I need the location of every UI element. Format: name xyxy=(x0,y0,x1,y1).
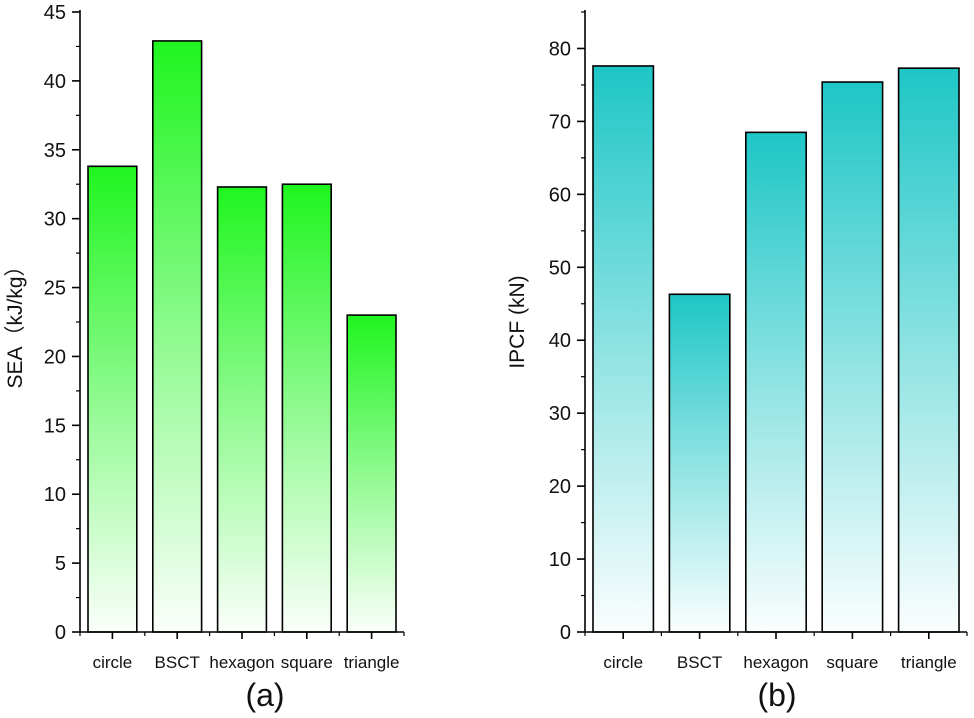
y-tick-label: 10 xyxy=(44,484,66,506)
panel-a: 0 5 10 15 20 25 30 35 40 45 circle BSCT hexagon squar… xyxy=(4,2,405,713)
bar-triangle xyxy=(346,314,397,633)
panel-label: (b) xyxy=(757,677,796,713)
y-tick-label: 35 xyxy=(44,140,66,162)
bar-hexagon xyxy=(216,186,268,633)
bar-square xyxy=(281,183,332,633)
y-tick-label: 30 xyxy=(44,209,66,231)
y-tick-label: 20 xyxy=(44,346,66,368)
y-tick-label: 0 xyxy=(55,622,66,644)
y-tick-label: 25 xyxy=(44,278,66,300)
y-tick-label: 0 xyxy=(560,622,571,644)
bar-hexagon xyxy=(744,131,807,633)
y-tick-label: 80 xyxy=(549,38,571,60)
bar-circle xyxy=(592,65,655,633)
y-axis-title: IPCF (kN) xyxy=(506,275,529,368)
bar-square xyxy=(821,81,884,633)
x-tick-label-square: square xyxy=(281,653,333,672)
y-tick-label: 40 xyxy=(549,330,571,352)
y-tick-label: 30 xyxy=(549,403,571,425)
bar-circle xyxy=(87,165,138,633)
y-tick-label: 45 xyxy=(44,2,66,24)
y-tick-label: 15 xyxy=(44,415,66,437)
panel-b: 0 10 20 30 40 50 60 70 80 circle BSCT hexagon square… xyxy=(506,10,968,713)
y-tick-label: 5 xyxy=(55,553,66,575)
bar-bsct xyxy=(668,293,731,633)
x-tick-label-triangle: triangle xyxy=(344,653,400,672)
x-tick-label-circle: circle xyxy=(93,653,133,672)
y-axis-title: SEA（kJ/kg） xyxy=(4,255,27,388)
panel-label: (a) xyxy=(245,677,284,713)
y-tick-label: 20 xyxy=(549,476,571,498)
y-tick-label: 50 xyxy=(549,257,571,279)
x-tick-label-bsct: BSCT xyxy=(155,653,200,672)
x-tick-label-square: square xyxy=(826,653,878,672)
y-tick-label: 10 xyxy=(549,549,571,571)
bar-bsct xyxy=(152,40,203,633)
x-tick-label-hexagon: hexagon xyxy=(743,653,808,672)
x-tick-label-triangle: triangle xyxy=(901,653,957,672)
y-tick-label: 70 xyxy=(549,111,571,133)
x-tick-label-bsct: BSCT xyxy=(677,653,722,672)
x-tick-label-hexagon: hexagon xyxy=(209,653,274,672)
bar-triangle xyxy=(897,67,960,633)
y-tick-label: 60 xyxy=(549,184,571,206)
x-tick-label-circle: circle xyxy=(603,653,643,672)
y-tick-label: 40 xyxy=(44,71,66,93)
